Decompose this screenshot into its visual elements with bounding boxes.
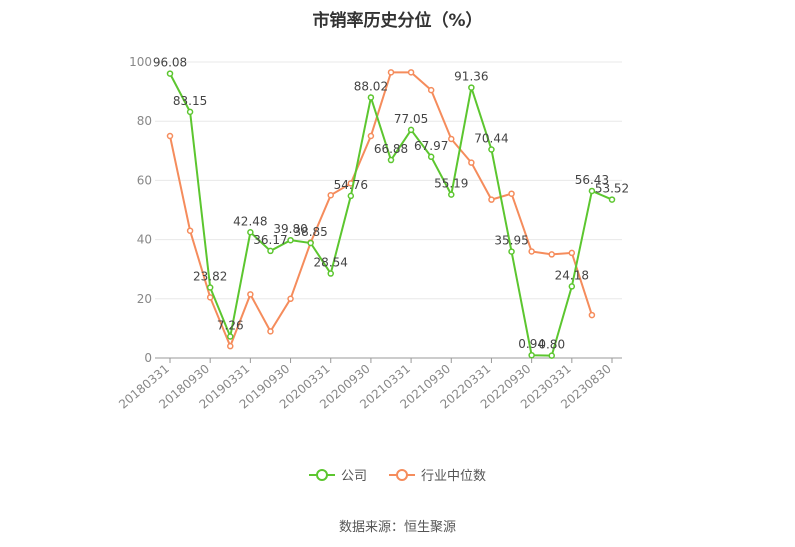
data-label: 96.08: [153, 56, 187, 70]
data-label: 55.19: [434, 177, 468, 191]
data-point: [307, 239, 314, 247]
data-point: [427, 153, 435, 161]
data-point: [166, 70, 174, 77]
data-label: 36.17: [253, 233, 287, 247]
data-point: [528, 351, 535, 359]
data-label: 83.15: [173, 94, 207, 108]
data-point: [247, 291, 254, 298]
series-layer: [166, 69, 616, 359]
data-point: [327, 191, 334, 199]
data-point: [407, 69, 415, 76]
data-label: 91.36: [454, 70, 488, 84]
y-tick-label: 40: [137, 233, 152, 247]
source-note: 数据来源：恒生聚源: [338, 520, 456, 535]
data-label: 88.02: [354, 79, 388, 93]
chart-title: 市销率历史分位（%）: [312, 11, 483, 31]
data-label: 23.82: [193, 269, 227, 283]
y-tick-label: 80: [137, 114, 152, 128]
data-point: [227, 333, 234, 340]
data-label: 35.95: [494, 234, 528, 248]
data-point: [588, 187, 596, 195]
legend-label-company: 公司: [340, 469, 367, 484]
data-point: [247, 229, 254, 236]
data-point: [568, 283, 576, 290]
data-point: [548, 352, 555, 359]
data-point: [206, 294, 214, 301]
data-point: [488, 196, 495, 203]
legend: 公司 行业中位数: [0, 465, 795, 484]
data-label: 0.94: [518, 337, 545, 351]
legend-swatch-industry: [389, 468, 415, 482]
data-label: 38.85: [293, 225, 327, 239]
data-label: 24.18: [555, 268, 589, 282]
data-point: [528, 248, 535, 255]
data-label: 28.54: [314, 256, 348, 270]
data-point: [448, 135, 455, 143]
data-point: [166, 132, 174, 140]
data-point: [367, 94, 375, 101]
data-label: 56.43: [575, 173, 609, 187]
data-label: 70.44: [474, 131, 508, 145]
data-point: [227, 342, 234, 350]
legend-item-company[interactable]: 公司: [308, 465, 367, 484]
data-point: [387, 156, 395, 164]
y-tick-label: 20: [137, 292, 152, 306]
data-point: [267, 247, 274, 255]
data-point: [186, 227, 194, 234]
data-point: [468, 159, 475, 166]
data-label: 53.52: [595, 182, 629, 196]
y-tick-label: 0: [144, 351, 152, 365]
data-point: [427, 86, 435, 94]
data-point: [327, 270, 334, 277]
y-tick-label: 60: [137, 173, 152, 187]
data-point: [206, 284, 214, 291]
legend-label-industry: 行业中位数: [421, 469, 487, 484]
data-point: [548, 251, 555, 258]
data-point: [448, 191, 455, 198]
data-point: [387, 69, 395, 76]
data-label: 66.88: [374, 142, 408, 156]
data-label: 77.05: [394, 112, 428, 126]
data-point: [287, 295, 294, 303]
data-point: [508, 190, 515, 197]
data-point: [186, 108, 194, 116]
legend-item-industry[interactable]: 行业中位数: [389, 465, 486, 484]
data-label: 39.80: [273, 222, 307, 236]
data-label: 7.26: [217, 319, 244, 333]
data-point: [508, 248, 515, 255]
data-point: [407, 126, 415, 134]
data-point: [488, 146, 495, 153]
legend-swatch-company: [308, 468, 335, 482]
data-label: 67.97: [414, 139, 448, 153]
data-label: 0.80: [538, 338, 565, 352]
data-label: 42.48: [233, 214, 267, 228]
data-point: [608, 196, 616, 203]
data-point: [367, 132, 375, 140]
data-point: [468, 84, 475, 91]
data-label: 54.76: [334, 178, 368, 192]
data-point: [267, 328, 274, 335]
series-line-industry: [169, 71, 593, 349]
data-point: [287, 236, 294, 244]
y-tick-label: 100: [129, 55, 152, 69]
grid-layer: [155, 61, 622, 300]
data-point: [588, 311, 596, 319]
data-point: [568, 249, 576, 257]
data-point: [347, 192, 355, 200]
